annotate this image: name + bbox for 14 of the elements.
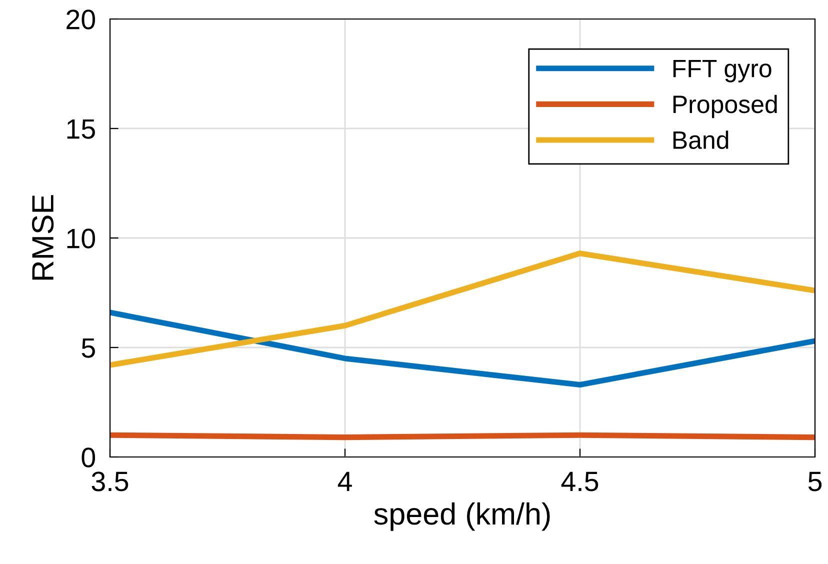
legend-label: Proposed xyxy=(673,94,777,118)
y-tick-label: 10 xyxy=(67,228,96,248)
y-tick-label: 5 xyxy=(82,338,95,358)
legend-label: Band xyxy=(673,130,728,149)
legend-label: FFT gyro xyxy=(673,60,772,82)
y-tick-label: 0 xyxy=(82,448,96,468)
x-tick-label: 4 xyxy=(338,472,352,492)
x-axis-title: speed (km/h) xyxy=(374,502,550,531)
x-tick-label: 4.5 xyxy=(561,472,598,492)
y-axis-title: RMSE xyxy=(32,195,54,280)
x-tick-label: 5 xyxy=(808,472,822,492)
x-tick-label: 3.5 xyxy=(92,472,128,492)
y-tick-label: 20 xyxy=(66,10,96,30)
y-tick-label: 15 xyxy=(67,119,95,139)
